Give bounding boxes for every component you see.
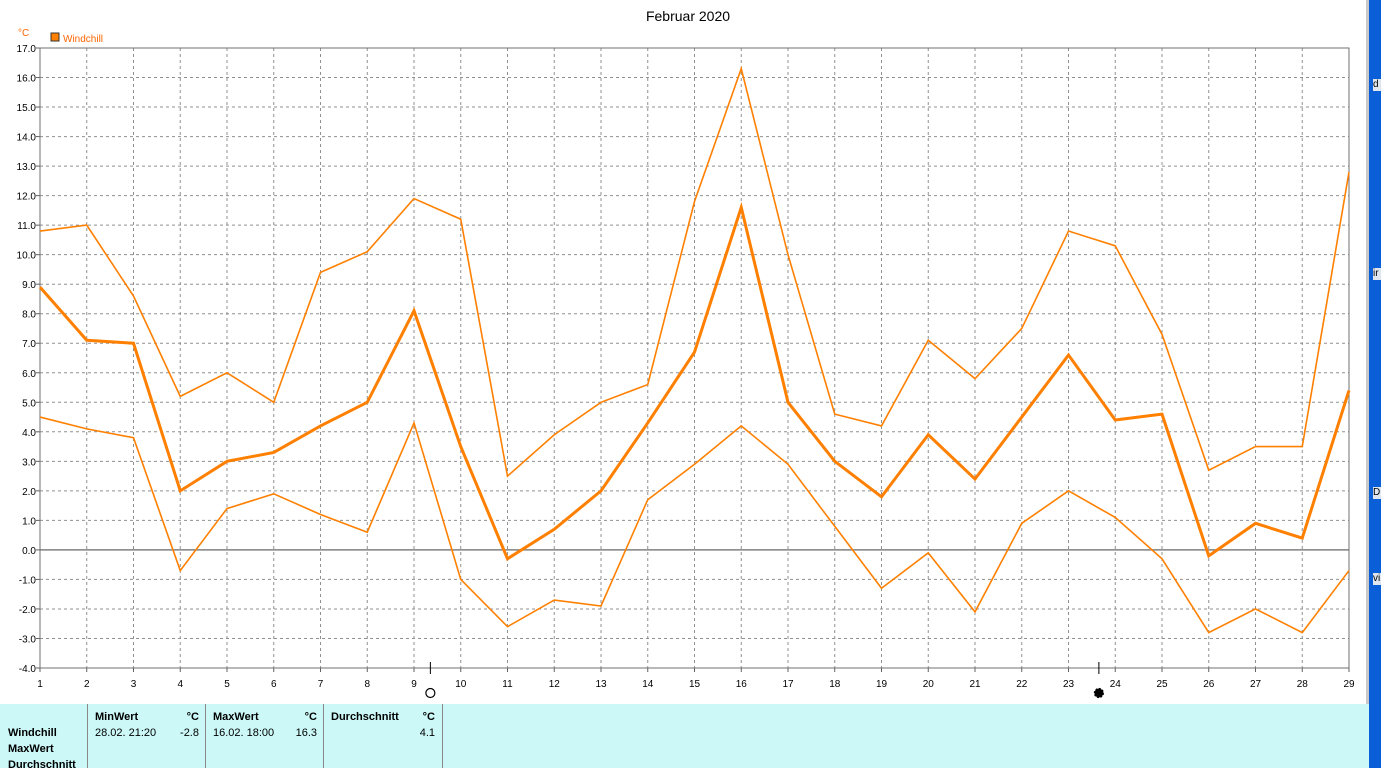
column-unit: °C [422, 711, 435, 723]
y-tick-label: 4.0 [22, 428, 36, 439]
y-tick-label: 13.0 [17, 162, 37, 173]
x-tick-label: 20 [923, 679, 935, 690]
max-time: 16.02. 18:00 [213, 727, 275, 739]
min-time: 28.02. 21:20 [95, 727, 157, 739]
x-tick-label: 23 [1063, 679, 1075, 690]
x-tick-label: 1 [37, 679, 43, 690]
statistics-panel: Windchill MaxWert Durchschnitt MinWert °… [0, 704, 1369, 771]
side-panel: d ir D vi [1369, 0, 1381, 768]
column-minwert: MinWert °C 28.02. 21:20 -2.8 [87, 704, 206, 768]
x-tick-label: 11 [502, 679, 513, 690]
min-value: -2.8 [180, 727, 199, 739]
y-tick-label: -1.0 [19, 575, 37, 586]
y-tick-label: 7.0 [22, 339, 36, 350]
chart-title: Februar 2020 [646, 8, 730, 24]
full-moon-icon [425, 687, 436, 699]
x-tick-label: 24 [1110, 679, 1122, 690]
y-tick-label: -2.0 [19, 605, 37, 616]
y-tick-label: -4.0 [19, 664, 37, 675]
legend-swatch [50, 32, 60, 42]
x-tick-label: 22 [1016, 679, 1028, 690]
y-tick-label: 2.0 [22, 487, 36, 498]
x-tick-label: 2 [84, 679, 90, 690]
x-tick-label: 5 [224, 679, 230, 690]
column-header: Durchschnitt [331, 711, 399, 723]
x-tick-label: 19 [876, 679, 888, 690]
y-tick-label: 1.0 [22, 516, 36, 527]
y-axis-unit: °C [18, 28, 29, 39]
x-tick-label: 26 [1203, 679, 1215, 690]
y-tick-label: 3.0 [22, 457, 36, 468]
y-tick-label: 11.0 [17, 221, 36, 232]
chart-canvas: Februar 2020 °C Windchill 17.016.015.014… [17, 8, 1355, 699]
divider [1366, 0, 1369, 768]
x-tick-label: 16 [736, 679, 748, 690]
row-label-windchill: Windchill [8, 727, 57, 739]
y-tick-label: 15.0 [17, 103, 37, 114]
series-line-min [39, 416, 1350, 634]
series-line-mean [38, 201, 1351, 561]
x-tick-label: 7 [318, 679, 324, 690]
y-tick-label: 16.0 [17, 74, 37, 85]
x-tick-label: 9 [411, 679, 417, 690]
column-header: MaxWert [213, 711, 259, 723]
x-tick-label: 10 [455, 679, 467, 690]
y-tick-label: 14.0 [17, 133, 37, 144]
x-tick-label: 15 [689, 679, 701, 690]
column-header: MinWert [95, 711, 139, 723]
y-tick-label: 10.0 [17, 251, 37, 262]
column-durchschnitt: Durchschnitt °C 4.1 [323, 704, 443, 768]
y-tick-label: -3.0 [19, 634, 37, 645]
new-moon-icon [1093, 687, 1104, 699]
column-unit: °C [304, 711, 317, 723]
y-tick-label: 6.0 [22, 369, 36, 380]
x-tick-label: 17 [782, 679, 794, 690]
y-tick-label: 5.0 [22, 398, 36, 409]
x-tick-label: 6 [271, 679, 277, 690]
x-tick-label: 3 [131, 679, 137, 690]
x-tick-label: 4 [177, 679, 183, 690]
side-letter: d [1373, 79, 1381, 91]
plot-frame [39, 47, 1350, 669]
x-tick-label: 13 [595, 679, 607, 690]
series-line-max [39, 65, 1350, 478]
x-tick-label: 21 [969, 679, 981, 690]
y-tick-label: 0.0 [22, 546, 36, 557]
x-tick-label: 14 [642, 679, 654, 690]
x-tick-label: 18 [829, 679, 841, 690]
side-letter: vi [1373, 573, 1381, 585]
side-letter: D [1373, 487, 1381, 499]
y-tick-label: 9.0 [22, 280, 36, 291]
row-label-maxwert: MaxWert [8, 743, 54, 755]
max-value: 16.3 [295, 727, 317, 739]
y-tick-label: 8.0 [22, 310, 36, 321]
column-maxwert: MaxWert °C 16.02. 18:00 16.3 [205, 704, 324, 768]
x-tick-label: 27 [1250, 679, 1262, 690]
legend-label-windchill: Windchill [63, 34, 103, 45]
row-label-durchschnitt: Durchschnitt [8, 759, 76, 771]
y-tick-label: 12.0 [17, 192, 37, 203]
column-unit: °C [186, 711, 199, 723]
x-tick-label: 28 [1297, 679, 1309, 690]
x-tick-label: 25 [1156, 679, 1168, 690]
x-tick-label: 12 [549, 679, 561, 690]
side-letter: ir [1373, 268, 1381, 280]
x-tick-label: 8 [364, 679, 370, 690]
x-tick-label: 29 [1343, 679, 1355, 690]
y-tick-label: 17.0 [17, 44, 37, 55]
avg-value: 4.1 [419, 727, 435, 739]
